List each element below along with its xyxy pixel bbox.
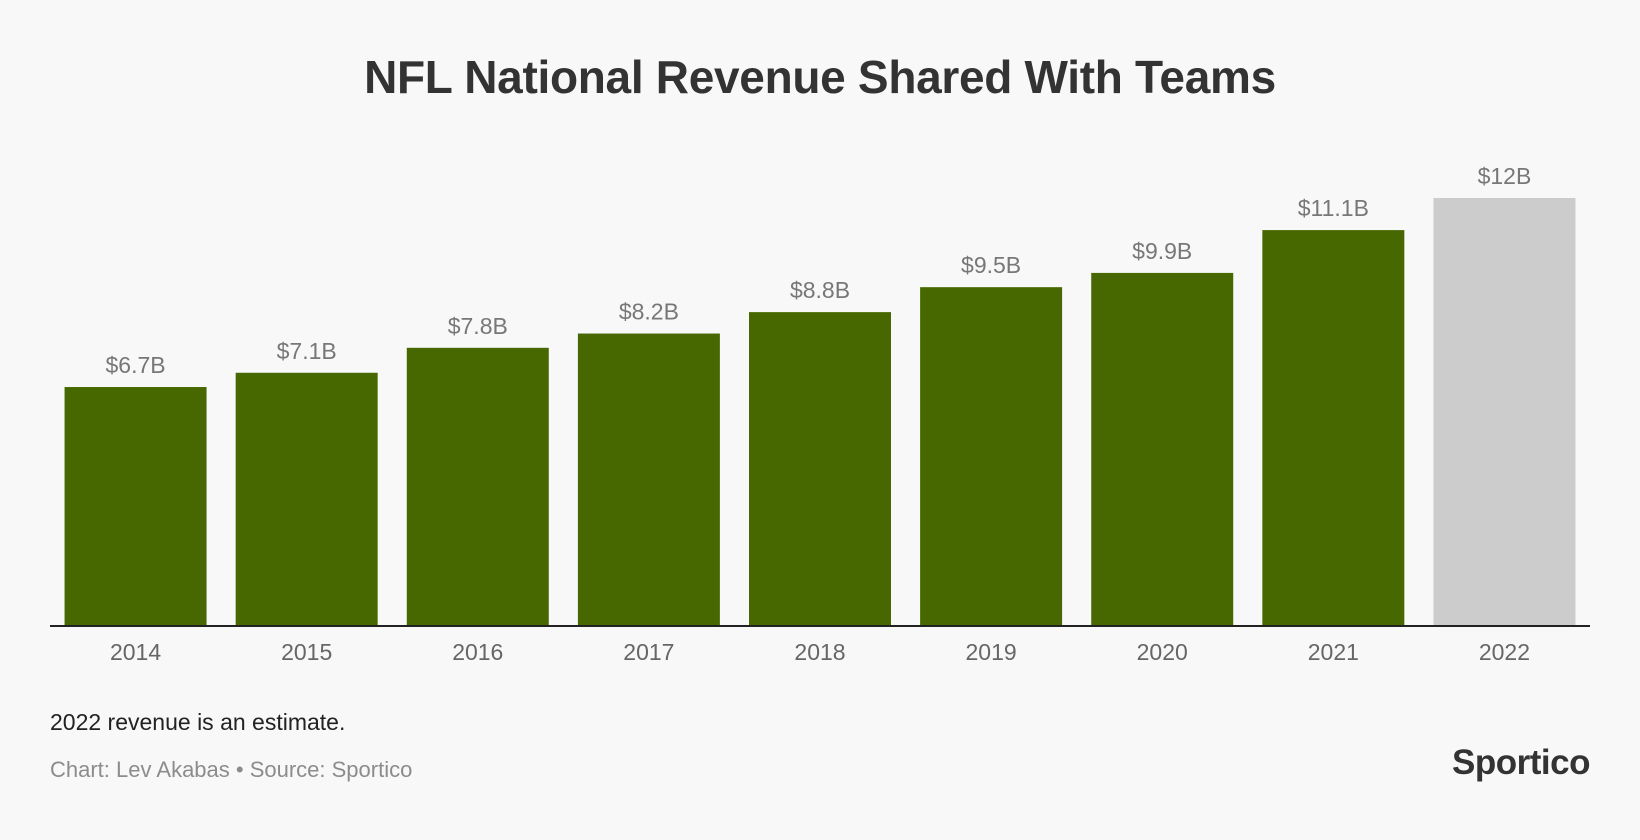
value-label-2017: $8.2B [619,299,679,325]
value-label-2022: $12B [1478,163,1532,189]
bar-2016 [406,347,549,626]
value-label-2021: $11.1B [1298,195,1369,221]
x-tick-label-2019: 2019 [966,639,1017,665]
bar-2018 [749,312,891,626]
bar-2019 [920,287,1063,626]
value-label-2015: $7.1B [277,338,337,364]
x-tick-label-2016: 2016 [452,639,503,665]
bar-2020 [1091,272,1234,626]
bar-2014 [64,387,207,626]
value-label-2020: $9.9B [1132,238,1192,264]
x-tick-label-2014: 2014 [110,639,161,665]
bar-2015 [235,372,378,626]
x-tick-label-2021: 2021 [1308,639,1359,665]
chart-title: NFL National Revenue Shared With Teams [364,51,1276,103]
x-tick-label-2015: 2015 [281,639,332,665]
x-tick-label-2022: 2022 [1479,639,1530,665]
chart-credit: Chart: Lev Akabas • Source: Sportico [50,757,413,782]
value-label-2019: $9.5B [961,252,1021,278]
estimate-note: 2022 revenue is an estimate. [50,709,346,735]
x-tick-label-2018: 2018 [794,639,845,665]
value-label-2016: $7.8B [448,313,508,339]
bar-2022 [1433,198,1576,626]
bar-chart: $6.7B 2014 $7.1B 2015 $7.8B 2016 $8.2B 2017 $8.8… [50,163,1590,665]
sportico-logo: Sportico [1452,743,1590,782]
value-label-2014: $6.7B [106,352,166,378]
value-label-2018: $8.8B [790,277,850,303]
bar-2021 [1262,230,1405,626]
bar-2017 [577,333,720,626]
x-tick-label-2020: 2020 [1137,639,1188,665]
x-tick-label-2017: 2017 [623,639,674,665]
